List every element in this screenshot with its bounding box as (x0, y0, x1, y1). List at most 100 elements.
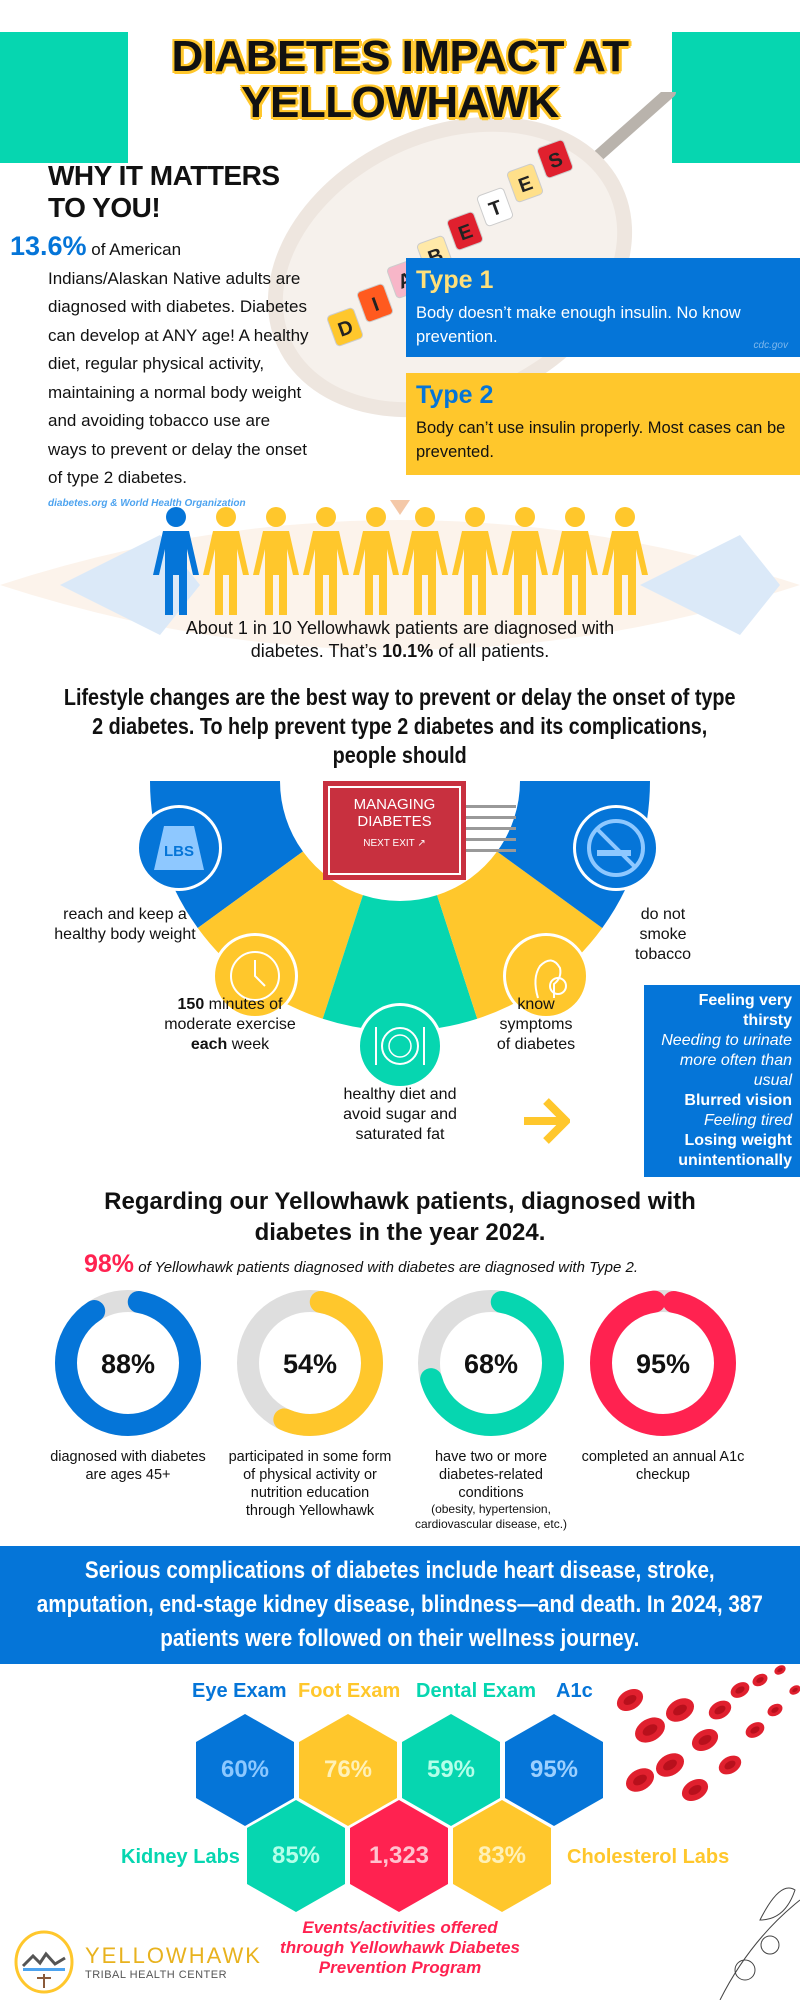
label-kidney-labs: Kidney Labs (121, 1846, 240, 1868)
donut-chart: 54% (237, 1290, 383, 1436)
label-foot-exam: Foot Exam (298, 1680, 401, 1702)
logo-mark-icon (14, 1930, 74, 1994)
letter-cube: S (536, 139, 574, 179)
label-exercise: 150 minutes of moderate exercise each we… (164, 996, 296, 1053)
letter-cube: D (326, 307, 364, 347)
symptoms-box: Feeling very thirsty Needing to urinate m… (644, 985, 800, 1177)
why-text: 13.6% of American Indians/Alaskan Native… (10, 231, 309, 509)
red-blood-cell (625, 1768, 655, 1792)
hex-events: 1,323 (350, 1800, 448, 1912)
letter-cube: E (506, 163, 544, 203)
person-icon (153, 507, 199, 615)
teal-decor-left (0, 32, 128, 163)
hex-foot-exam: 76% (299, 1714, 397, 1826)
red-blood-cell (681, 1778, 709, 1802)
person-icon (601, 507, 648, 615)
person-icon (202, 507, 249, 615)
hex-cholesterol-labs: 83% (453, 1800, 551, 1912)
red-blood-cell (789, 1685, 800, 1695)
letter-cube: E (446, 211, 484, 251)
type1-box: Type 1 Body doesn’t make enough insulin.… (406, 258, 800, 357)
donut-chart: 95% (590, 1290, 736, 1436)
person-icon (552, 507, 598, 615)
symptom-item: Losing weight unintentionally (678, 1132, 792, 1169)
red-blood-cell (774, 1665, 786, 1675)
donut-value-label: 54% (283, 1349, 337, 1379)
sign-rails (466, 805, 516, 855)
red-blood-cell (745, 1722, 765, 1738)
person-icon (502, 507, 549, 615)
donut-value-arc (418, 1290, 564, 1436)
red-blood-cell (691, 1728, 719, 1752)
managing-diabetes-sign: MANAGING DIABETES NEXT EXIT ↗ (323, 781, 466, 880)
prevalence-text: About 1 in 10 Yellowhawk patients are di… (185, 618, 615, 661)
donut-value-arc (237, 1290, 383, 1436)
donut-value-arc (590, 1290, 736, 1436)
weight-lbs-icon: LBS (136, 805, 222, 891)
hex-a1c: 95% (505, 1714, 603, 1826)
donut-value-label: 68% (464, 1349, 518, 1379)
person-symptom-icon (503, 933, 589, 1019)
person-icon (352, 507, 399, 615)
page-title: DIABETES IMPACT AT YELLOWHAWK (171, 32, 629, 127)
donut-value-arc (55, 1290, 201, 1436)
symptom-item: Feeling tired (703, 1112, 792, 1129)
label-eye-exam: Eye Exam (192, 1680, 287, 1702)
person-icon (402, 507, 449, 615)
red-blood-cell (635, 1717, 665, 1743)
complications-banner: Serious complications of diabetes includ… (0, 1546, 800, 1664)
why-heading: WHY IT MATTERS TO YOU! (48, 160, 280, 223)
lifestyle-heading-wrap: Lifestyle changes are the best way to pr… (60, 683, 740, 773)
hex-eye-exam: 60% (196, 1714, 294, 1826)
person-icon (252, 507, 299, 615)
red-blood-cell (665, 1698, 695, 1722)
why-source: diabetes.org & World Health Organization (48, 497, 246, 509)
donut-description: participated in some form of physical ac… (228, 1449, 392, 1519)
red-blood-cell (730, 1682, 750, 1698)
donut-description: have two or more diabetes-related condit… (414, 1449, 568, 1531)
teal-decor-right (672, 32, 800, 163)
patients-2024-heading: Regarding our Yellowhawk patients, diagn… (104, 1188, 696, 1246)
donut-description: completed an annual A1c checkup (581, 1449, 745, 1483)
donut-value-label: 88% (101, 1349, 155, 1379)
red-blood-cell (616, 1688, 644, 1712)
berry-branch-illustration (719, 1887, 800, 2000)
type2-stat-line: 98% of Yellowhawk patients diagnosed wit… (84, 1250, 638, 1278)
healthy-plate-icon (357, 1003, 443, 1089)
person-icon (302, 507, 349, 615)
donut-chart: 68% (418, 1290, 564, 1436)
hex-dental-exam: 59% (402, 1714, 500, 1826)
letter-cube: T (476, 187, 514, 227)
letter-cube: I (356, 283, 394, 323)
red-blood-cell (767, 1703, 783, 1717)
arrow-right-icon (524, 1098, 570, 1144)
type2-box: Type 2 Body can’t use insulin properly. … (406, 373, 800, 475)
label-diet: healthy diet and avoid sugar and saturat… (343, 1086, 457, 1143)
symptom-item: Blurred vision (684, 1092, 792, 1109)
label-weight: reach and keep a healthy body weight (54, 906, 196, 943)
symptom-item: Feeling very thirsty (698, 992, 792, 1029)
red-blood-cell (752, 1673, 768, 1687)
hex-kidney-labs: 85% (247, 1800, 345, 1912)
red-blood-cell (708, 1700, 732, 1720)
label-dental-exam: Dental Exam (416, 1680, 537, 1702)
people-row (153, 505, 648, 615)
label-cholesterol-labs: Cholesterol Labs (567, 1846, 730, 1868)
events-caption: Events/activities offered through Yellow… (280, 1918, 520, 1977)
stat-13-6: 13.6% (10, 231, 87, 261)
label-a1c: A1c (556, 1680, 593, 1702)
person-icon (452, 507, 499, 615)
yellowhawk-logo: YELLOWHAWK TRIBAL HEALTH CENTER (13, 1930, 262, 1994)
ring-segment-symptoms (437, 851, 603, 1019)
clock-icon (212, 933, 298, 1019)
svg-text:D: D (335, 316, 356, 342)
decorative-band (0, 500, 800, 650)
donut-description: diagnosed with diabetes are ages 45+ (50, 1449, 206, 1483)
ring-segment-exercise (197, 851, 363, 1019)
symptom-item: Needing to urinate more often than usual (661, 1032, 792, 1089)
donut-value-label: 95% (636, 1349, 690, 1379)
label-smoke: do not smoke tobacco (634, 906, 692, 963)
arrow-up-right-icon: ↗ (417, 838, 426, 849)
red-blood-cell (655, 1753, 685, 1777)
no-smoking-icon (573, 805, 659, 891)
